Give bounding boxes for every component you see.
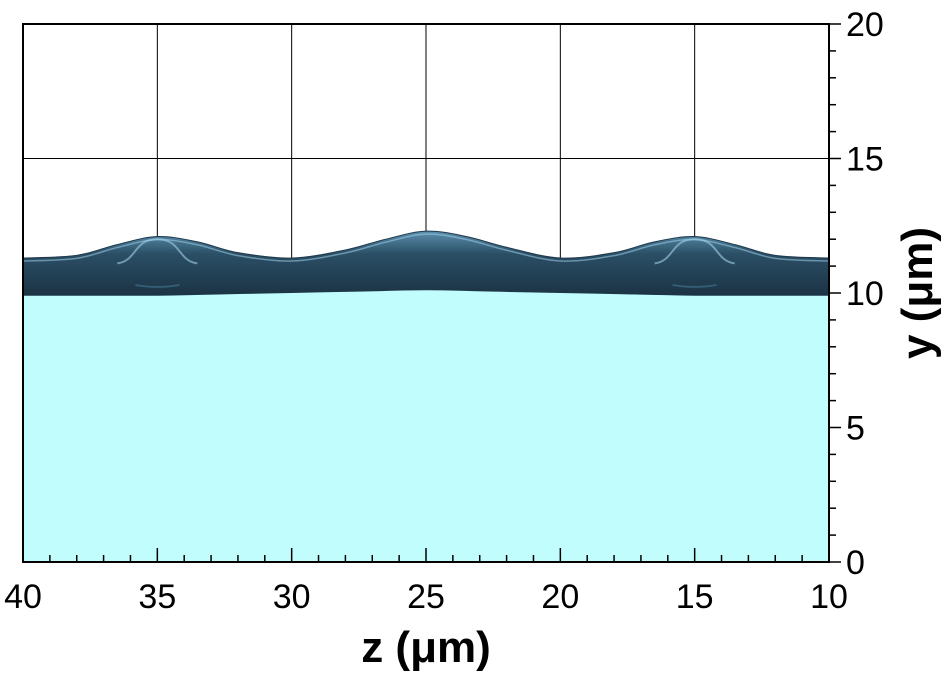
data-layer [23, 230, 829, 562]
x-tick-label: 40 [4, 578, 42, 616]
x-tick-label: 15 [676, 578, 714, 616]
x-axis-title: z (μm) [361, 623, 491, 672]
x-tick-label: 30 [273, 578, 311, 616]
x-tick-label: 25 [407, 578, 445, 616]
crest-shadow [672, 283, 717, 288]
crest-shadow [135, 283, 180, 288]
liquid-region [23, 290, 829, 562]
crest-ripple [117, 238, 198, 265]
y-axis-title: y (μm) [893, 227, 942, 359]
x-tick-label: 20 [541, 578, 579, 616]
y-tick-label: 10 [846, 275, 884, 313]
x-tick-label: 35 [138, 578, 176, 616]
y-tick-label: 20 [846, 6, 884, 44]
x-tick-label: 10 [810, 578, 848, 616]
y-tick-label: 0 [846, 544, 865, 582]
y-tick-label: 5 [846, 410, 865, 448]
crest-ripple [654, 238, 735, 265]
interface-film [23, 230, 829, 297]
y-tick-label: 15 [846, 141, 884, 179]
